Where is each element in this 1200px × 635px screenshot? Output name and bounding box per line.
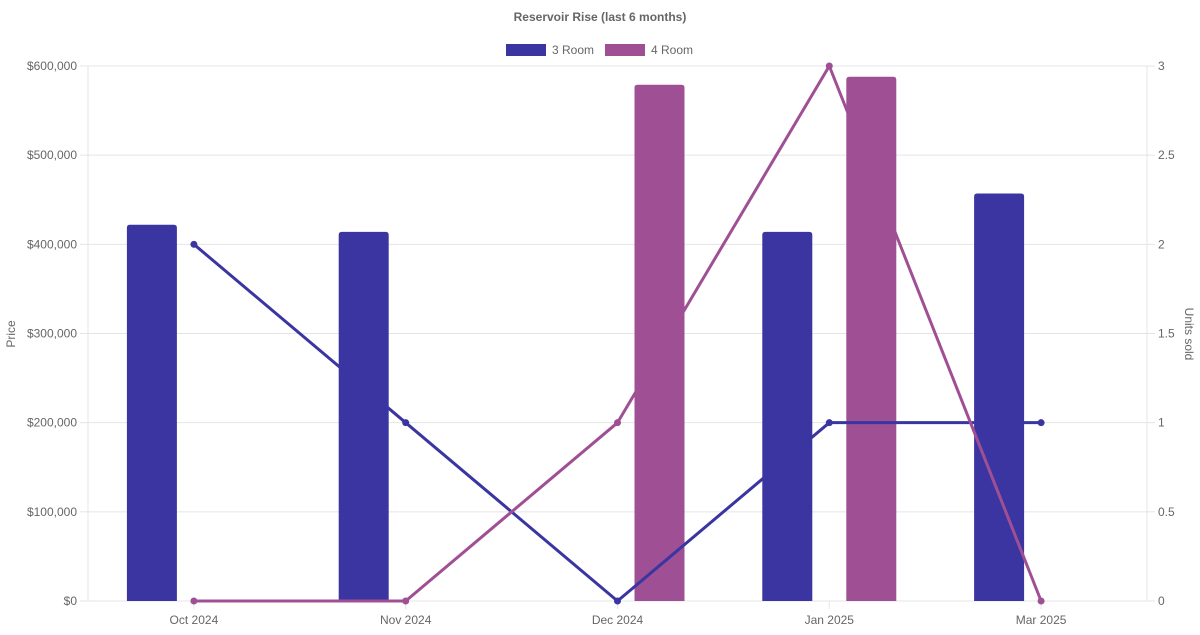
point-3-room	[1037, 419, 1045, 427]
left-axis: $0 $100,000 $200,000 $300,000 $400,000 $500,0…	[27, 59, 77, 608]
point-4-room	[1037, 597, 1045, 605]
right-tick-label: 0	[1158, 594, 1165, 608]
right-axis: 0 0.5 1 1.5 2 2.5 3	[1147, 59, 1175, 608]
legend-label: 4 Room	[651, 43, 693, 57]
chart-title: Reservoir Rise (last 6 months)	[514, 10, 687, 24]
bar-3-room	[762, 231, 813, 601]
x-tick-label: Nov 2024	[380, 613, 432, 627]
left-tick-label: $200,000	[27, 416, 77, 430]
left-tick-label: $400,000	[27, 237, 77, 251]
x-axis: Oct 2024 Nov 2024 Dec 2024 Jan 2025 Mar 2025	[170, 601, 1067, 627]
left-tick-label: $100,000	[27, 505, 77, 519]
right-tick-label: 3	[1158, 59, 1165, 73]
right-tick-label: 1.5	[1158, 327, 1175, 341]
legend-swatch	[605, 44, 645, 56]
point-4-room	[614, 419, 621, 427]
point-3-room	[825, 419, 833, 427]
x-tick-label: Oct 2024	[170, 613, 219, 627]
bar-3-room	[338, 231, 389, 601]
point-4-room	[825, 62, 833, 70]
right-tick-label: 1	[1158, 416, 1165, 430]
right-tick-label: 2.5	[1158, 148, 1175, 162]
left-tick-label: $600,000	[27, 59, 77, 73]
left-tick-label: $500,000	[27, 148, 77, 162]
point-3-room	[190, 240, 198, 248]
right-axis-title: Units sold	[1182, 308, 1196, 361]
point-3-room	[614, 597, 621, 605]
x-tick-label: Dec 2024	[592, 613, 644, 627]
left-tick-label: $300,000	[27, 327, 77, 341]
point-4-room	[190, 597, 198, 605]
legend: 3 Room 4 Room	[506, 43, 693, 57]
x-tick-label: Jan 2025	[805, 613, 855, 627]
x-tick-label: Mar 2025	[1016, 613, 1067, 627]
bar-3-room	[974, 193, 1025, 601]
right-tick-label: 2	[1158, 237, 1165, 251]
bar-3-room	[126, 224, 177, 601]
legend-swatch	[506, 44, 546, 56]
line-series	[190, 62, 1045, 605]
left-axis-title: Price	[4, 320, 18, 348]
point-3-room	[402, 419, 410, 427]
bar-4-room	[846, 76, 897, 601]
bar-series	[126, 76, 1025, 602]
left-tick-label: $0	[64, 594, 78, 608]
bar-4-room	[634, 84, 685, 602]
right-tick-label: 0.5	[1158, 505, 1175, 519]
point-4-room	[402, 597, 410, 605]
legend-label: 3 Room	[552, 43, 594, 57]
